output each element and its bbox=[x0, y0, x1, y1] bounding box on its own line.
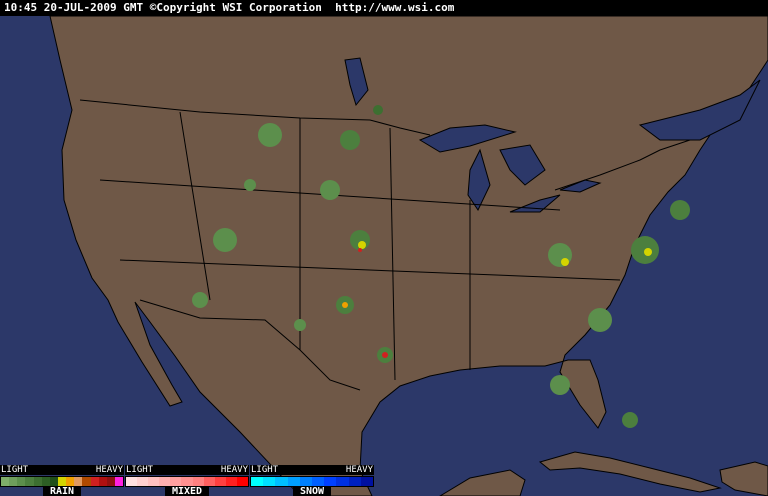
legend-swatch bbox=[312, 477, 325, 486]
legend-swatch bbox=[181, 477, 193, 486]
legend-mixed-scale bbox=[125, 476, 249, 487]
legend-swatch bbox=[41, 477, 50, 486]
legend-swatch bbox=[236, 477, 249, 486]
yucatan-land bbox=[439, 469, 526, 496]
north-america-land bbox=[49, 15, 768, 496]
hispaniola-land bbox=[719, 461, 768, 496]
legend-swatch bbox=[33, 477, 42, 486]
legend-swatch bbox=[159, 477, 171, 486]
legend-swatch bbox=[98, 477, 107, 486]
great-lakes bbox=[344, 57, 761, 213]
legend-snow: LIGHT HEAVY SNOW bbox=[250, 465, 374, 496]
legend-heavy-label: HEAVY bbox=[220, 465, 248, 475]
timestamp: 10:45 20-JUL-2009 GMT bbox=[4, 1, 144, 14]
legend-swatch bbox=[170, 477, 182, 486]
legend-rain: LIGHT HEAVY RAIN bbox=[0, 465, 124, 496]
legend-swatch bbox=[90, 477, 99, 486]
legend-snow-label: SNOW bbox=[293, 487, 331, 496]
legend-swatch bbox=[82, 477, 91, 486]
legend-swatch bbox=[9, 477, 18, 486]
legend-light-label: LIGHT bbox=[126, 465, 154, 475]
legend-rain-label: RAIN bbox=[43, 487, 81, 496]
legend-swatch bbox=[225, 477, 237, 486]
legend-heavy-label: HEAVY bbox=[95, 465, 123, 475]
legend-swatch bbox=[192, 477, 204, 486]
legend-swatch bbox=[137, 477, 149, 486]
legend-swatch bbox=[348, 477, 361, 486]
legend-swatch bbox=[106, 477, 115, 486]
copyright: ©Copyright WSI Corporation bbox=[149, 1, 322, 14]
legend-swatch bbox=[1, 477, 10, 486]
legend-swatch bbox=[336, 477, 349, 486]
legend-light-label: LIGHT bbox=[251, 465, 279, 475]
legend-swatch bbox=[148, 477, 160, 486]
legend-swatch bbox=[114, 477, 124, 486]
legend-heavy-label: HEAVY bbox=[345, 465, 373, 475]
legend-swatch bbox=[126, 477, 138, 486]
legend-mixed: LIGHT HEAVY MIXED bbox=[125, 465, 249, 496]
legend-rain-scale bbox=[0, 476, 124, 487]
legend-swatch bbox=[214, 477, 226, 486]
legend-swatch bbox=[17, 477, 26, 486]
cuba-land bbox=[538, 451, 722, 493]
legend-swatch bbox=[299, 477, 313, 486]
legend-snow-scale bbox=[250, 476, 374, 487]
legend-swatch bbox=[25, 477, 34, 486]
legend-swatch bbox=[287, 477, 300, 486]
source-url: http://www.wsi.com bbox=[335, 1, 455, 14]
legend-swatch bbox=[324, 477, 337, 486]
legend-light-label: LIGHT bbox=[1, 465, 29, 475]
legend-mixed-label: MIXED bbox=[165, 487, 209, 496]
radar-echoes bbox=[192, 105, 690, 428]
legend-swatch bbox=[74, 477, 83, 486]
legend-swatch bbox=[251, 477, 264, 486]
legend-swatch bbox=[57, 477, 67, 486]
map-header: 10:45 20-JUL-2009 GMT ©Copyright WSI Cor… bbox=[0, 0, 768, 16]
legend-swatch bbox=[263, 477, 276, 486]
legend-swatch bbox=[360, 477, 374, 486]
legend-swatch bbox=[275, 477, 288, 486]
legend-swatch bbox=[203, 477, 215, 486]
legend-swatch bbox=[49, 477, 58, 486]
legend-swatch bbox=[66, 477, 75, 486]
